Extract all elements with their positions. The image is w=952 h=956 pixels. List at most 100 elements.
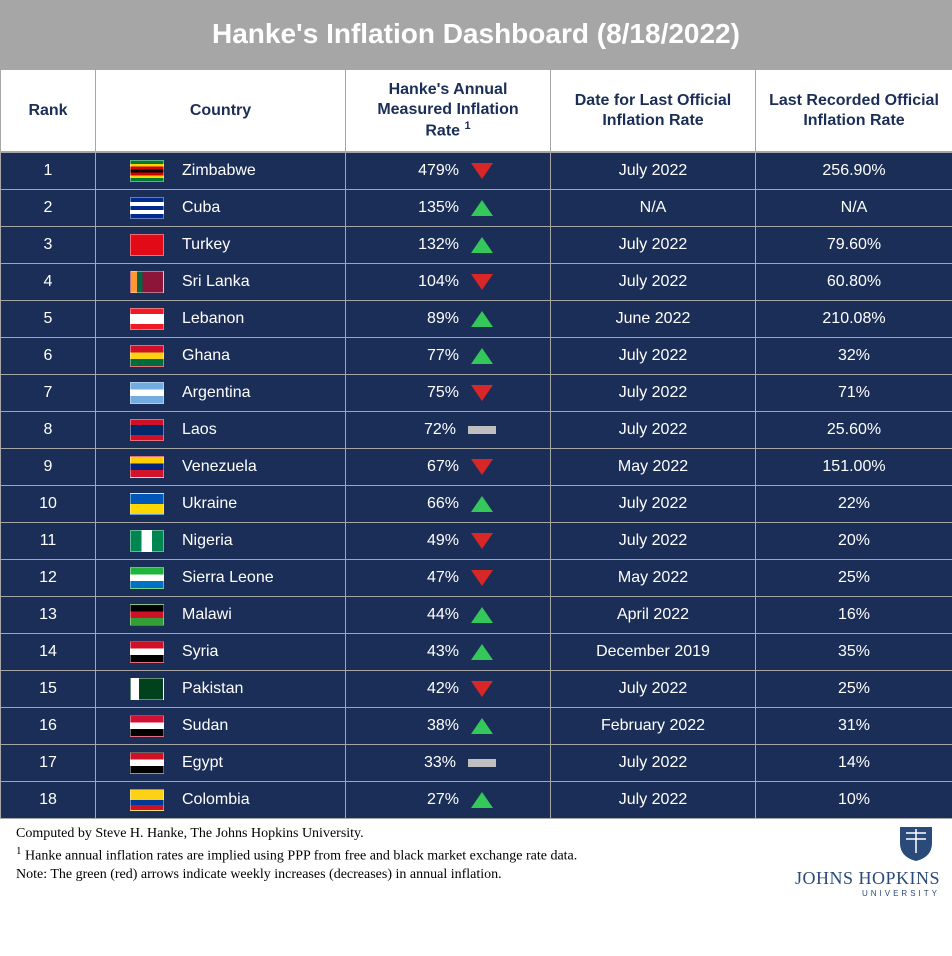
arrow-up-icon [471,200,493,216]
country-cell: Syria [96,633,346,670]
flag-icon [130,419,164,441]
table-row: 17Egypt33%July 202214% [1,744,952,781]
country-cell: Nigeria [96,522,346,559]
flag-icon [130,308,164,330]
col-date: Date for Last Official Inflation Rate [551,69,756,152]
official-cell: 256.90% [756,152,952,189]
country-name: Zimbabwe [182,162,256,180]
table-row: 7Argentina75%July 202271% [1,374,952,411]
flag-icon [130,160,164,182]
rate-value: 135% [403,199,459,217]
official-cell: 25% [756,559,952,596]
arrow-down-icon [471,163,493,179]
rate-cell: 47% [346,559,551,596]
country-cell: Turkey [96,226,346,263]
rate-value: 75% [403,384,459,402]
country-cell: Lebanon [96,300,346,337]
official-cell: 210.08% [756,300,952,337]
country-cell: Malawi [96,596,346,633]
table-row: 4Sri Lanka104%July 202260.80% [1,263,952,300]
date-cell: July 2022 [551,226,756,263]
official-cell: 151.00% [756,448,952,485]
flag-icon [130,530,164,552]
rank-cell: 6 [1,337,96,374]
country-cell: Cuba [96,189,346,226]
flag-icon [130,641,164,663]
rate-cell: 135% [346,189,551,226]
rate-cell: 132% [346,226,551,263]
rate-cell: 89% [346,300,551,337]
table-row: 2Cuba135%N/AN/A [1,189,952,226]
country-name: Ukraine [182,495,237,513]
rate-cell: 479% [346,152,551,189]
official-cell: 10% [756,781,952,818]
country-cell: Ghana [96,337,346,374]
table-row: 6Ghana77%July 202232% [1,337,952,374]
table-row: 5Lebanon89%June 2022210.08% [1,300,952,337]
flat-icon [468,426,496,434]
table-row: 3Turkey132%July 202279.60% [1,226,952,263]
arrow-up-icon [471,348,493,364]
col-rate: Hanke's Annual Measured Inflation Rate 1 [346,69,551,152]
col-country: Country [96,69,346,152]
arrow-up-icon [471,607,493,623]
table-row: 8Laos72%July 202225.60% [1,411,952,448]
flag-icon [130,604,164,626]
table-row: 11Nigeria49%July 202220% [1,522,952,559]
rate-value: 44% [403,606,459,624]
arrow-down-icon [471,570,493,586]
country-cell: Venezuela [96,448,346,485]
shield-icon [892,823,940,863]
rate-value: 47% [403,569,459,587]
country-cell: Colombia [96,781,346,818]
country-name: Sudan [182,717,228,735]
table-row: 15Pakistan42%July 202225% [1,670,952,707]
rank-cell: 11 [1,522,96,559]
official-cell: 79.60% [756,226,952,263]
footnote-line: Computed by Steve H. Hanke, The Johns Ho… [16,825,577,844]
rate-cell: 72% [346,411,551,448]
arrow-up-icon [471,311,493,327]
country-name: Pakistan [182,680,243,698]
flag-icon [130,197,164,219]
country-name: Egypt [182,754,223,772]
flag-icon [130,493,164,515]
date-cell: July 2022 [551,337,756,374]
arrow-down-icon [471,681,493,697]
table-row: 18Colombia27%July 202210% [1,781,952,818]
rate-value: 49% [403,532,459,550]
date-cell: July 2022 [551,485,756,522]
country-name: Sierra Leone [182,569,274,587]
date-cell: N/A [551,189,756,226]
official-cell: 25.60% [756,411,952,448]
footnotes: Computed by Steve H. Hanke, The Johns Ho… [8,819,585,885]
arrow-down-icon [471,274,493,290]
country-cell: Pakistan [96,670,346,707]
country-name: Venezuela [182,458,257,476]
rank-cell: 8 [1,411,96,448]
flat-icon [468,759,496,767]
rate-value: 72% [400,421,456,439]
arrow-up-icon [471,792,493,808]
rate-cell: 27% [346,781,551,818]
country-name: Lebanon [182,310,244,328]
flag-icon [130,382,164,404]
rate-value: 42% [403,680,459,698]
official-cell: 60.80% [756,263,952,300]
rank-cell: 1 [1,152,96,189]
rank-cell: 17 [1,744,96,781]
flag-icon [130,715,164,737]
country-cell: Laos [96,411,346,448]
flag-icon [130,678,164,700]
table-row: 9Venezuela67%May 2022151.00% [1,448,952,485]
official-cell: N/A [756,189,952,226]
country-name: Argentina [182,384,251,402]
country-name: Turkey [182,236,230,254]
logo-name: JOHNS HOPKINS [795,868,940,889]
rate-value: 27% [403,791,459,809]
arrow-up-icon [471,644,493,660]
col-official: Last Recorded Official Inflation Rate [756,69,952,152]
rate-value: 43% [403,643,459,661]
official-cell: 35% [756,633,952,670]
flag-icon [130,789,164,811]
